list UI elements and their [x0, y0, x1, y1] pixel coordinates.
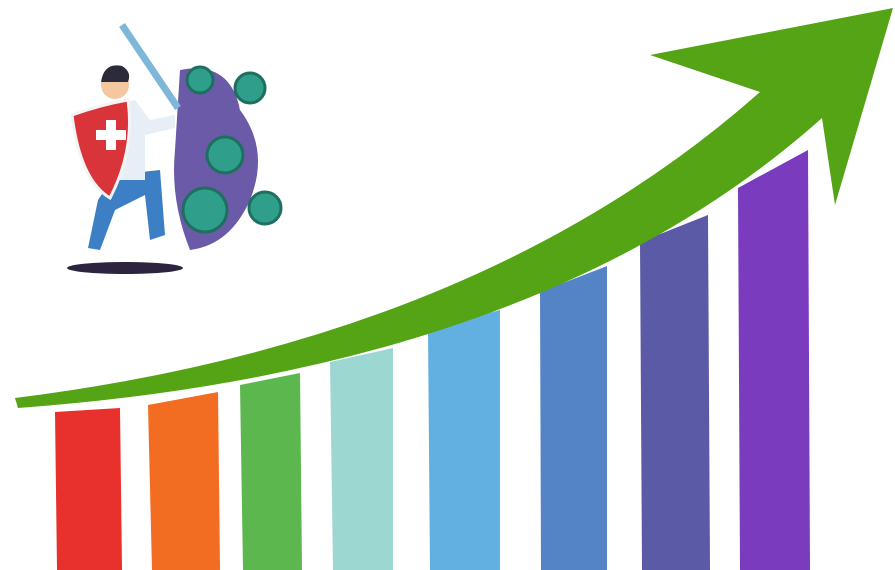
bars — [55, 150, 810, 570]
syringe — [119, 23, 181, 110]
bar-red — [55, 408, 122, 570]
viruses — [181, 65, 283, 234]
shield-cross — [96, 120, 126, 150]
bar-indigo — [640, 215, 710, 570]
growth-arrow — [15, 8, 893, 408]
bar-teal — [330, 348, 393, 570]
bar-green — [240, 373, 302, 570]
shadow — [67, 262, 183, 274]
bar-purple — [738, 150, 810, 570]
bar-orange — [148, 392, 220, 570]
bar-light-blue — [428, 310, 500, 570]
bar-blue — [540, 266, 607, 570]
doctor-illustration — [67, 23, 283, 274]
hair — [101, 65, 130, 82]
